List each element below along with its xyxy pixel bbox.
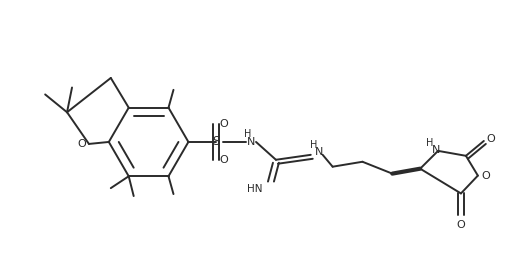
Text: HN: HN xyxy=(248,185,263,194)
Text: O: O xyxy=(457,220,466,230)
Text: N: N xyxy=(247,137,255,147)
Text: H: H xyxy=(310,140,317,150)
Text: O: O xyxy=(481,170,490,181)
Text: S: S xyxy=(213,136,220,148)
Text: O: O xyxy=(78,139,86,149)
Text: O: O xyxy=(487,134,495,144)
Text: O: O xyxy=(220,119,229,129)
Text: H: H xyxy=(427,138,434,148)
Text: H: H xyxy=(245,129,252,139)
Text: N: N xyxy=(432,145,440,155)
Text: N: N xyxy=(315,147,323,157)
Text: O: O xyxy=(220,155,229,165)
